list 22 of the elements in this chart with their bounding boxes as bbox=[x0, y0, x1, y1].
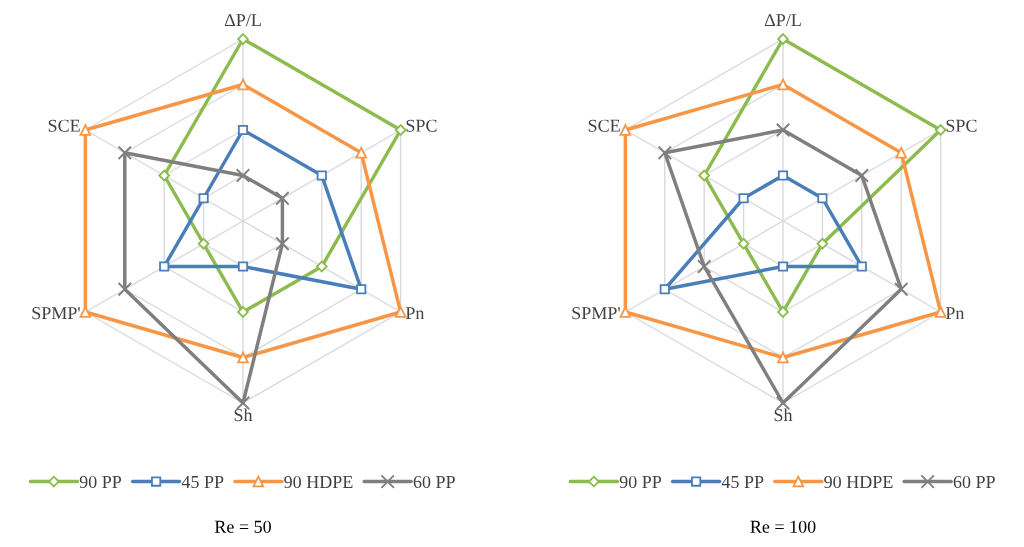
spoke-label: SPMP' bbox=[32, 307, 80, 320]
legend-label: 45 PP bbox=[181, 476, 224, 489]
legend-label: 45 PP bbox=[721, 476, 764, 489]
spoke-label: SCE bbox=[588, 119, 620, 132]
spoke-label: SPC bbox=[406, 119, 437, 132]
spoke-label: Sh bbox=[774, 408, 793, 422]
spoke-label: SPMP' bbox=[572, 307, 620, 320]
text: Re = 50 bbox=[214, 520, 271, 533]
legend-label: 90 PP bbox=[619, 475, 662, 489]
spoke-label: Pn bbox=[405, 307, 425, 320]
spoke-label: ΔP/L bbox=[224, 14, 261, 27]
legend-label: 90 HDPE bbox=[284, 475, 353, 489]
spoke-label: SPC bbox=[946, 119, 977, 132]
spoke-label: Pn bbox=[945, 307, 965, 320]
legend-label: 60 PP bbox=[413, 475, 455, 489]
legend-label: 90 HDPE bbox=[824, 475, 893, 489]
legend-label: 60 PP bbox=[953, 475, 995, 489]
text: Re = 100 bbox=[750, 520, 816, 533]
spoke-label: ΔP/L bbox=[764, 14, 801, 27]
spoke-label: Sh bbox=[234, 408, 253, 422]
spoke-label: SCE bbox=[48, 119, 80, 132]
legend-label: 90 PP bbox=[79, 475, 122, 489]
